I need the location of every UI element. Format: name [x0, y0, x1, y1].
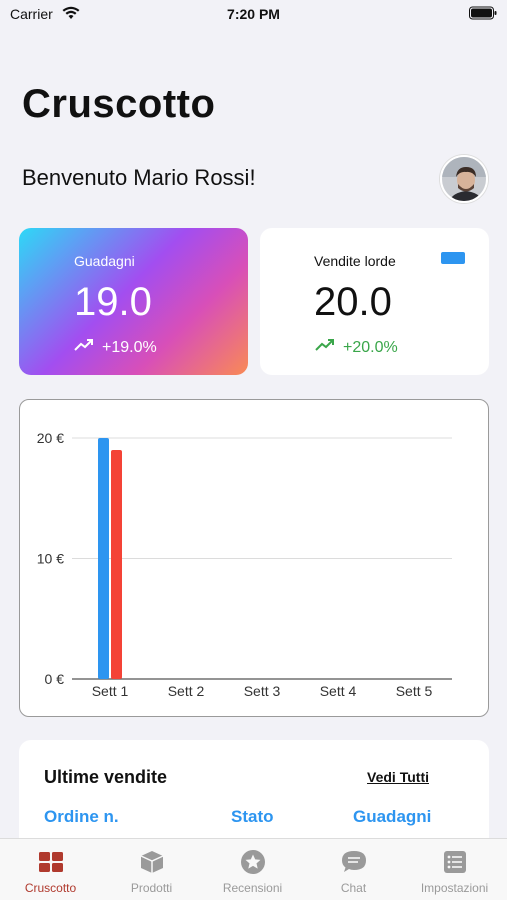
y-tick-label: 0 €: [45, 671, 65, 687]
earnings-trend-value: +19.0%: [102, 338, 157, 356]
bar-chart: 0 € 10 € 20 € Sett 1 Sett 2 Sett 3 Sett 4 Sett …: [37, 430, 452, 699]
gross-sales-value: 20.0: [314, 280, 392, 324]
gross-sales-trend: +20.0%: [315, 338, 398, 357]
wifi-icon: [62, 6, 80, 25]
dashboard-icon: [38, 849, 64, 875]
tab-bar: Cruscotto Prodotti Recensioni Chat Impos…: [0, 838, 507, 900]
x-tick-label: Sett 1: [92, 683, 129, 699]
tab-label: Recensioni: [222, 881, 283, 895]
list-icon: [442, 849, 468, 875]
column-status: Stato: [231, 807, 274, 826]
tab-chat[interactable]: Chat: [303, 839, 404, 900]
gross-sales-trend-value: +20.0%: [343, 338, 398, 356]
status-time: 7:20 PM: [227, 6, 280, 22]
x-tick-label: Sett 4: [320, 683, 357, 699]
star-icon: [240, 849, 266, 875]
tab-label: Impostazioni: [420, 881, 489, 895]
status-bar: Carrier 7:20 PM: [0, 0, 507, 30]
earnings-label: Guadagni: [74, 253, 135, 269]
weekly-chart: 0 € 10 € 20 € Sett 1 Sett 2 Sett 3 Sett 4 Sett …: [19, 399, 489, 717]
tab-label: Cruscotto: [24, 881, 77, 895]
earnings-trend: +19.0%: [74, 338, 157, 357]
y-tick-label: 20 €: [37, 430, 64, 446]
column-earnings: Guadagni: [353, 807, 432, 826]
gross-sales-card[interactable]: Vendite lorde 20.0 +20.0%: [260, 228, 489, 375]
tab-settings[interactable]: Impostazioni: [404, 839, 505, 900]
trending-up-icon: [74, 338, 94, 357]
carrier-label: Carrier: [10, 6, 53, 22]
box-icon: [139, 849, 165, 875]
x-tick-label: Sett 5: [396, 683, 433, 699]
tab-reviews[interactable]: Recensioni: [202, 839, 303, 900]
welcome-message: Benvenuto Mario Rossi!: [22, 165, 256, 190]
earnings-value: 19.0: [74, 280, 152, 324]
bar: [98, 438, 109, 679]
bar: [111, 450, 122, 679]
x-tick-label: Sett 2: [168, 683, 205, 699]
chat-icon: [341, 849, 367, 875]
battery-icon: [469, 6, 497, 25]
avatar[interactable]: [440, 155, 488, 203]
legend-chip: [441, 252, 465, 264]
tab-dashboard[interactable]: Cruscotto: [0, 839, 101, 900]
y-tick-label: 10 €: [37, 551, 64, 567]
gross-sales-label: Vendite lorde: [314, 253, 396, 269]
page-title: Cruscotto: [22, 82, 216, 126]
tab-label: Prodotti: [130, 881, 173, 895]
x-tick-label: Sett 3: [244, 683, 281, 699]
trending-up-icon: [315, 338, 335, 357]
tab-label: Chat: [340, 881, 367, 895]
see-all-link[interactable]: Vedi Tutti: [367, 769, 429, 785]
recent-sales-title: Ultime vendite: [44, 767, 168, 787]
earnings-card[interactable]: Guadagni 19.0 +19.0%: [19, 228, 248, 375]
tab-products[interactable]: Prodotti: [101, 839, 202, 900]
recent-sales-card: Ultime vendite Vedi Tutti Ordine n. Stat…: [19, 740, 489, 850]
column-order-number: Ordine n.: [44, 807, 119, 826]
